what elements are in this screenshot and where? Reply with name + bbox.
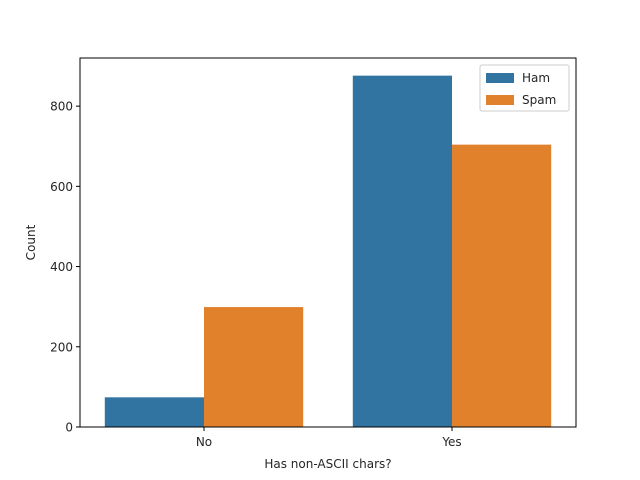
axes-layer	[79, 57, 577, 428]
legend: Ham Spam	[479, 64, 570, 112]
x-axis-label: Has non-ASCII chars?	[264, 457, 391, 471]
y-tick-label: 0	[65, 421, 73, 435]
plot-frame	[79, 57, 577, 428]
bar-ham-yes	[352, 75, 452, 428]
x-tick-label: No	[196, 435, 212, 449]
ticks-layer: 0 200 400 600 800 No Yes	[50, 100, 462, 449]
legend-swatch-ham	[486, 73, 514, 83]
legend-swatch-spam	[486, 95, 514, 105]
y-tick-label: 400	[50, 260, 73, 274]
y-tick-label: 600	[50, 180, 73, 194]
bars-layer	[104, 75, 552, 428]
legend-label-spam: Spam	[522, 93, 556, 107]
bar-spam-yes	[452, 144, 552, 427]
x-tick-label: Yes	[441, 435, 461, 449]
y-axis-label: Count	[24, 224, 38, 260]
bar-ham-no	[104, 397, 204, 427]
y-tick-label: 200	[50, 340, 73, 354]
bar-spam-no	[204, 307, 304, 427]
legend-label-ham: Ham	[522, 71, 550, 85]
y-tick-label: 800	[50, 100, 73, 114]
